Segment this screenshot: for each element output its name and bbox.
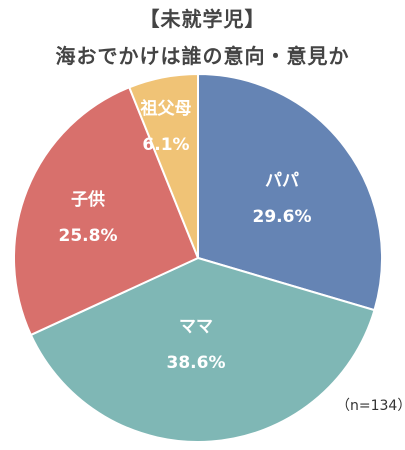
slice-label-4: 祖父母: [140, 98, 192, 119]
sample-size-note: （n=134）: [336, 398, 405, 414]
pie-slice-2: [29, 256, 376, 443]
chart-subtitle: 海おでかけは誰の意向・意見か: [55, 44, 350, 68]
slice-percent-3: 25.8%: [59, 226, 118, 246]
slice-label-1: パパ: [265, 171, 299, 191]
pie-slice-3: [13, 86, 200, 337]
slice-label-3: 子供: [71, 189, 105, 210]
slice-label-2: ママ: [179, 317, 213, 337]
pie-slice-4: [127, 72, 199, 259]
chart-title: 【未就学児】: [139, 7, 266, 31]
pie-slice-1: [197, 72, 383, 312]
slice-percent-4: 6.1%: [142, 135, 189, 155]
slice-percent-2: 38.6%: [167, 353, 226, 373]
slice-percent-1: 29.6%: [253, 207, 312, 227]
